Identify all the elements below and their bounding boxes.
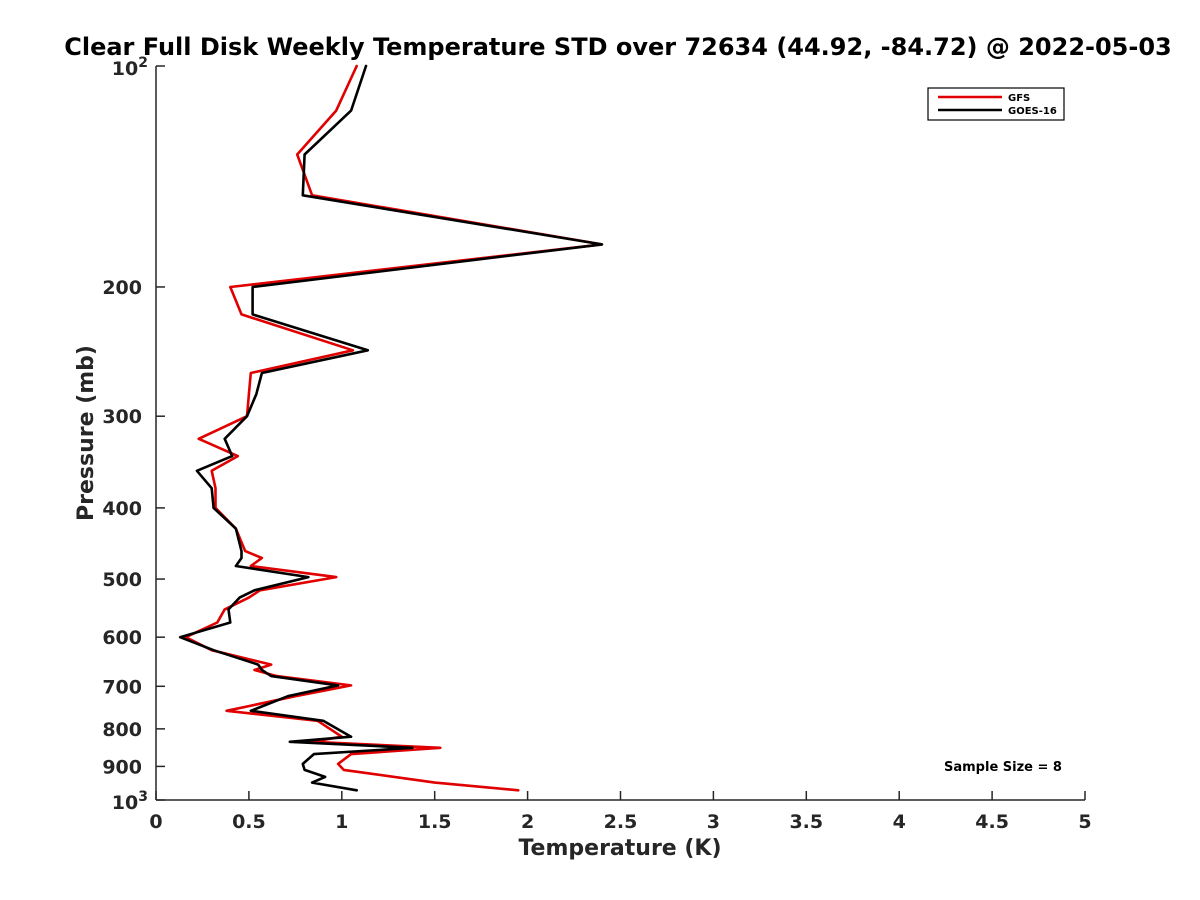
y-decade-tick-label: 102 (112, 55, 148, 80)
y-tick-label: 500 (102, 569, 142, 591)
y-tick-label: 800 (102, 719, 142, 741)
axes: 0 0.5 1 1.5 2 2.5 3 3.5 4 4.5 5 200 300 400 500 600 700 8… (102, 55, 1091, 833)
x-tick-label: 1 (335, 811, 348, 833)
x-tick-label: 1.5 (418, 811, 452, 833)
x-tick-label: 4.5 (975, 811, 1009, 833)
y-tick-label: 900 (102, 756, 142, 778)
legend-label-goes-16: GOES-16 (1008, 106, 1057, 117)
x-tick-label: 4 (893, 811, 906, 833)
x-tick-label: 3 (707, 811, 720, 833)
x-tick-label: 5 (1078, 811, 1091, 833)
y-tick-label: 700 (102, 676, 142, 698)
series-line-goes-16 (178, 64, 604, 792)
chart-title: Clear Full Disk Weekly Temperature STD o… (64, 33, 1172, 61)
sample-size-annotation: Sample Size = 8 (944, 760, 1062, 775)
y-tick-label: 600 (102, 627, 142, 649)
legend: GFS GOES-16 (927, 87, 1065, 121)
legend-label-gfs: GFS (1008, 93, 1030, 104)
x-tick-label: 3.5 (789, 811, 823, 833)
x-tick-label: 2 (521, 811, 534, 833)
y-decade-tick-label: 103 (112, 789, 148, 814)
x-axis-label: Temperature (K) (518, 836, 721, 861)
x-tick-label: 2.5 (604, 811, 638, 833)
y-tick-label: 400 (102, 498, 142, 520)
y-tick-label: 300 (102, 406, 142, 428)
legend-box (927, 87, 1065, 121)
x-tick-label: 0.5 (232, 811, 266, 833)
y-axis-label: Pressure (mb) (74, 345, 99, 521)
x-tick-label: 0 (149, 811, 162, 833)
y-tick-label: 200 (102, 277, 142, 299)
plot-area (178, 64, 604, 792)
